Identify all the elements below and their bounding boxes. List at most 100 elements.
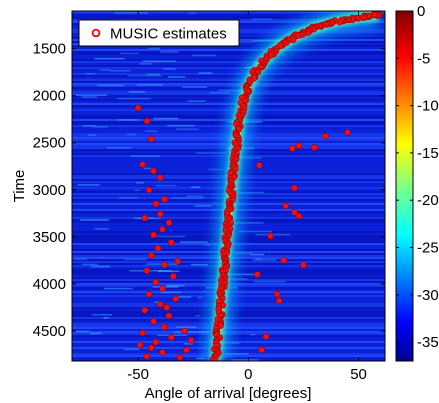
heatmap-streak: [72, 65, 385, 67]
heatmap-sparkle: [209, 92, 230, 94]
heatmap-sparkle: [152, 235, 186, 238]
music-estimate-outlier: [183, 346, 190, 354]
heatmap-sparkle: [183, 343, 194, 345]
music-estimate-outlier: [282, 202, 290, 210]
heatmap-sparkle: [252, 18, 273, 21]
heatmap-sparkle: [159, 269, 172, 272]
music-estimate-outlier: [152, 200, 160, 208]
heatmap-sparkle: [136, 217, 161, 220]
heatmap-sparkle: [135, 181, 144, 184]
heatmap-streak: [72, 359, 385, 361]
heatmap-streak: [72, 11, 385, 13]
music-estimate-outlier: [176, 353, 184, 361]
heatmap-sparkle: [114, 12, 149, 14]
heatmap-sparkle: [176, 326, 197, 328]
music-estimate-outlier: [170, 272, 177, 280]
music-estimate-outlier: [258, 346, 265, 354]
heatmap-streak: [72, 17, 385, 19]
colorbar-tick-label: -5: [417, 50, 430, 67]
legend-entry: MUSIC estimates: [110, 26, 227, 43]
music-estimate-outlier: [172, 295, 179, 303]
heatmap-sparkle: [136, 84, 163, 86]
x-tick-label: 0: [244, 366, 252, 383]
y-tick-label: 1500: [33, 41, 66, 58]
heatmap-sparkle: [81, 96, 98, 98]
heatmap-sparkle: [160, 51, 179, 53]
music-estimate-outlier: [187, 336, 195, 344]
heatmap-sparkle: [74, 258, 87, 261]
music-estimate-outlier: [154, 244, 162, 252]
heatmap-sparkle: [117, 119, 139, 121]
heatmap-sparkle: [195, 152, 227, 154]
y-tick-label: 3500: [33, 229, 66, 246]
heatmap-sparkle: [87, 134, 97, 136]
music-estimate-outlier: [150, 167, 157, 175]
heatmap-sparkle: [92, 313, 113, 316]
music-estimate-outlier: [322, 132, 329, 140]
music-estimate-outlier: [253, 271, 261, 278]
heatmap-sparkle: [153, 117, 179, 120]
legend-box: [78, 19, 240, 47]
heatmap-sparkle: [186, 195, 204, 198]
heatmap-sparkle: [139, 63, 153, 65]
heatmap-streak: [72, 47, 385, 49]
heatmap-sparkle: [194, 205, 212, 207]
heatmap-sparkle: [106, 147, 132, 149]
heatmap-sparkle: [134, 189, 140, 191]
heatmap-sparkle: [155, 184, 177, 187]
music-estimate-outlier: [156, 174, 164, 181]
heatmap-streak: [72, 101, 385, 103]
heatmap-sparkle: [177, 296, 192, 298]
colorbar-tick-label: -30: [417, 287, 439, 304]
heatmap-sparkle: [130, 155, 161, 157]
heatmap-sparkle: [180, 241, 208, 243]
heatmap-sparkle: [80, 219, 109, 221]
music-estimate-outlier: [291, 209, 298, 216]
heatmap-sparkle: [143, 167, 152, 170]
heatmap-sparkle: [97, 84, 124, 87]
heatmap-sparkle: [252, 259, 276, 261]
music-estimate-outlier: [262, 333, 270, 340]
music-estimate-outlier: [165, 219, 173, 226]
heatmap-sparkle: [194, 315, 201, 317]
heatmap-sparkle: [127, 74, 163, 77]
music-estimate-outlier: [145, 186, 153, 194]
heatmap-sparkle: [93, 126, 109, 128]
music-estimate-outlier: [148, 344, 155, 352]
heatmap-streak: [72, 51, 385, 53]
heatmap-sparkle: [117, 97, 151, 100]
heatmap-streak: [72, 73, 385, 75]
y-axis-label: Time: [11, 170, 28, 203]
heatmap-streak: [72, 71, 385, 73]
music-estimate-outlier: [167, 334, 175, 341]
heatmap-sparkle: [148, 47, 160, 50]
music-estimate-outlier: [161, 261, 168, 269]
colorbar-tick-label: -35: [417, 334, 439, 351]
music-estimate-outlier: [300, 261, 307, 269]
heatmap-sparkle: [228, 273, 257, 276]
heatmap-streak: [72, 77, 385, 79]
music-estimate-outlier: [152, 338, 160, 346]
heatmap-sparkle: [152, 286, 179, 288]
x-tick-label: 50: [350, 366, 367, 383]
music-estimate-outlier: [163, 304, 171, 311]
heatmap-sparkle: [94, 57, 125, 60]
music-estimate-outlier: [139, 161, 146, 168]
colorbar-tick-label: 0: [417, 3, 425, 20]
heatmap-sparkle: [118, 196, 139, 199]
heatmap-sparkle: [229, 222, 264, 224]
heatmap-sparkle: [127, 133, 136, 136]
music-estimate-outlier: [159, 285, 166, 292]
music-estimate-outlier: [344, 129, 351, 136]
heatmap-streak: [72, 95, 385, 97]
heatmap-sparkle: [231, 359, 259, 361]
music-estimate-outlier: [141, 214, 148, 222]
heatmap-sparkle: [190, 186, 201, 188]
heatmap-sparkle: [166, 284, 185, 287]
heatmap-sparkle: [176, 128, 199, 130]
music-estimate-outlier: [143, 352, 151, 360]
heatmap-sparkle: [128, 91, 146, 93]
music-estimate-outlier: [174, 257, 182, 265]
plot-frame: [71, 10, 386, 362]
